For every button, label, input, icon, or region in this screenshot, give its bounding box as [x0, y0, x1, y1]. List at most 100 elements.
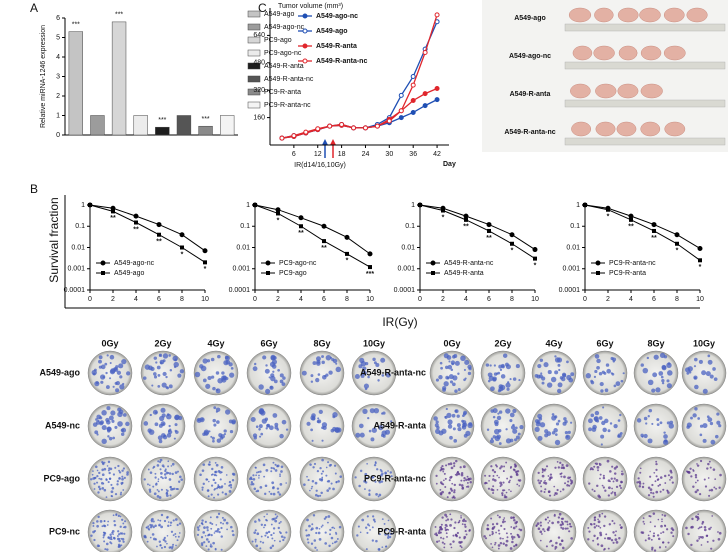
colony: [390, 475, 393, 478]
colony: [376, 468, 379, 471]
colony: [514, 438, 517, 442]
colony: [539, 422, 546, 428]
colony: [694, 481, 697, 484]
significance: *: [607, 214, 610, 221]
colony: [221, 491, 224, 494]
point: [202, 248, 208, 254]
colony: [554, 545, 558, 549]
colony: [452, 495, 455, 498]
colony: [513, 536, 516, 539]
colony: [710, 439, 716, 445]
colony: [326, 521, 329, 524]
colony: [110, 410, 116, 416]
colony: [272, 370, 275, 373]
colony: [494, 543, 496, 546]
colony: [696, 539, 699, 543]
colony: [518, 485, 521, 487]
colony: [378, 533, 381, 536]
colony: [215, 410, 218, 413]
colony: [620, 480, 623, 484]
point: [652, 228, 656, 233]
colony: [557, 466, 561, 469]
colony: [285, 428, 289, 431]
colony: [561, 546, 565, 550]
colony: [161, 477, 164, 480]
point: [434, 85, 440, 91]
colony: [434, 423, 439, 428]
colony: [264, 417, 269, 421]
colony: [502, 353, 508, 358]
point: [111, 209, 115, 214]
colony: [466, 481, 469, 484]
colony: [655, 460, 658, 463]
colony: [105, 496, 108, 499]
colony: [661, 378, 665, 383]
colony: [231, 472, 235, 476]
point: [374, 123, 380, 129]
colony: [460, 479, 463, 482]
colony: [106, 548, 109, 551]
colony: [500, 465, 503, 468]
colony: [612, 541, 615, 544]
colony: [266, 513, 268, 515]
colony: [115, 381, 120, 386]
colony: [557, 516, 561, 519]
colony: [602, 476, 606, 480]
colony: [156, 489, 159, 491]
colony: [694, 476, 698, 479]
colony: [513, 545, 516, 548]
colony: [691, 517, 694, 521]
tumor: [640, 83, 663, 99]
colony: [265, 518, 268, 522]
colony: [117, 411, 123, 418]
significance: *: [699, 264, 702, 271]
colony: [652, 495, 655, 498]
colony: [171, 545, 174, 548]
colony: [648, 408, 653, 413]
colony: [546, 382, 553, 388]
colony: [271, 537, 274, 540]
colony: [666, 421, 670, 425]
colony: [171, 462, 175, 466]
colony: [559, 376, 564, 380]
colony: [493, 470, 497, 474]
colony: [312, 466, 315, 469]
colony: [504, 520, 506, 523]
colony: [158, 439, 163, 444]
colony: [311, 485, 314, 488]
colony: [557, 388, 562, 394]
colony: [315, 531, 318, 535]
y-tick-label: 1: [246, 202, 250, 209]
colony: [502, 542, 505, 545]
colony: [454, 360, 460, 366]
plate: [480, 350, 526, 396]
colony: [660, 524, 663, 528]
colony: [491, 469, 495, 472]
colony: [200, 522, 203, 525]
colony: [153, 372, 157, 376]
legend-label: PC9-R-anta: [264, 89, 301, 96]
colony: [543, 530, 546, 533]
colony: [372, 357, 376, 362]
colony: [363, 383, 369, 389]
colony: [440, 482, 443, 485]
colony: [103, 461, 106, 464]
colony: [440, 527, 444, 531]
colony: [162, 353, 169, 359]
colony: [221, 371, 225, 375]
colony: [162, 538, 166, 542]
y-tick-label: 1: [411, 202, 415, 209]
colony: [587, 526, 590, 529]
colony: [672, 535, 675, 538]
colony: [613, 491, 617, 495]
colony: [570, 481, 574, 484]
colony: [301, 370, 307, 376]
colony: [108, 415, 114, 421]
colony: [255, 471, 258, 474]
colony: [279, 483, 283, 486]
colony: [174, 358, 178, 362]
colony: [589, 468, 592, 471]
colony: [556, 460, 559, 463]
x-tick-label: 10: [201, 296, 209, 303]
colony: [279, 473, 281, 476]
